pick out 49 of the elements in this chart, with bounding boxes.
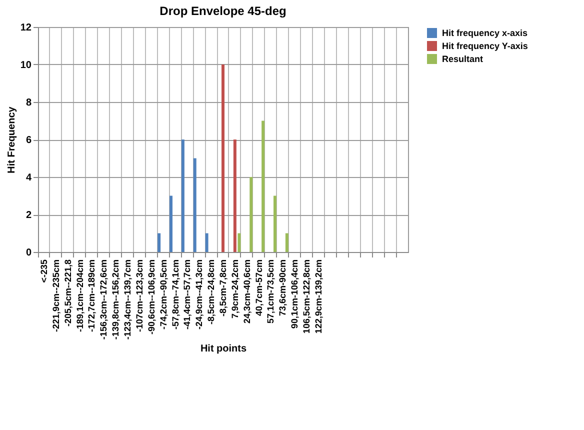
x-tick-label: -74,2cm--90,5cm [158,260,168,330]
x-tick-label: -156,3cm--172,6cm [98,260,109,340]
x-tick-label: -8,5cm--24,8cm [206,260,216,325]
x-tick-label: -172,7cm--189cm [86,260,97,332]
x-tick-label: 73,6cm-90cm [278,260,288,316]
x-tick-label: -90,6cm--106,9cm [146,260,156,335]
y-tick-label: 12 [20,22,32,34]
x-tick-label: -205,5cm--221,8 [62,260,73,327]
x-tick-label: 24,3cm-40,6cm [242,260,252,324]
x-tick-label: 122,9cm-139,2cm [313,260,324,334]
x-tick-label: -24,9cm--41,3cm [194,260,204,330]
bar [285,233,288,252]
bar [169,196,172,252]
bar [250,177,253,252]
bar [181,140,184,252]
y-tick-label: 0 [26,248,32,258]
bar [274,196,277,252]
x-tick-label: -41,4cm--57,7cm [182,260,192,330]
bar [205,233,208,252]
x-tick-label: -139,8cm--156,2cm [110,260,121,340]
x-axis-title: Hit points [200,344,247,355]
x-tick-label: -8,5cm-7,8cm [218,260,228,317]
x-tick-label: 90,1cm-106,4cm [290,260,300,329]
x-tick-label: 7,9cm-24,2cm [230,260,240,319]
y-tick-label: 4 [26,172,32,184]
y-tick-label: 6 [26,135,32,146]
y-tick-label: 10 [20,60,32,71]
x-tick-label: -107cm--123,3cm [134,260,144,332]
bar [222,64,224,252]
bar [158,233,161,252]
x-tick-label: <-235 [38,260,49,283]
x-tick-label: 40,7cm-57cm [254,260,264,316]
x-tick-label: 57,1cm-73,5cm [266,260,276,324]
bar [233,140,236,252]
x-tick-label: 106,5cm-122,8cm [302,260,312,334]
bar [193,158,196,252]
y-tick-label: 2 [26,210,32,221]
x-tick-label: -189,1cm--204cm [74,260,85,332]
x-tick-label: -123,4cm--139,7cm [122,260,133,340]
x-tick-label: -57,8cm--74,1cm [170,260,180,330]
legend-label: Hit frequency x-axis [442,28,528,38]
y-axis-title: Hit Frequency [6,106,18,174]
y-tick-label: 8 [26,98,32,108]
bar [262,120,265,252]
chart-title: Drop Envelope 45-deg [160,4,286,18]
x-tick-label: -221,9cm--235cm [50,260,61,332]
legend-label: Hit frequency Y-axis [442,41,528,51]
bar [238,233,241,252]
legend-label: Resultant [442,54,484,64]
